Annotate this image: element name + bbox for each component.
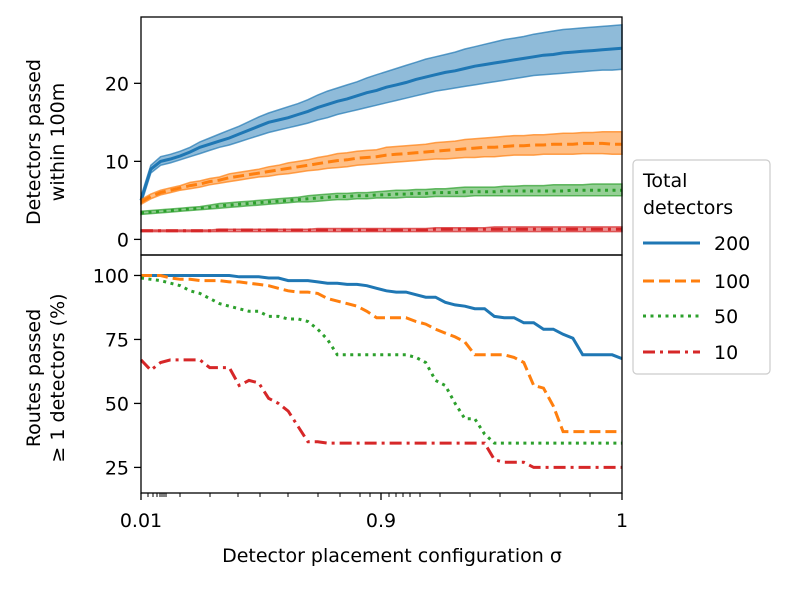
legend-title-line2: detectors xyxy=(643,197,733,219)
legend: Total detectors 200 100 50 10 xyxy=(632,159,771,375)
top-y-axis-title-line2: within 100m xyxy=(47,83,69,201)
top-band-50 xyxy=(140,183,623,216)
legend-label-100: 100 xyxy=(714,271,750,293)
bottom-line-50 xyxy=(140,276,622,445)
top-line-10 xyxy=(141,227,622,233)
top-y-tick-label: 0 xyxy=(117,229,129,251)
bottom-plot-area xyxy=(139,274,623,469)
bottom-y-tick-label: 25 xyxy=(105,457,129,479)
x-tick-label: 1 xyxy=(616,510,628,532)
top-y-axis: 0 10 20 xyxy=(105,73,141,251)
legend-label-200: 200 xyxy=(714,233,750,255)
bottom-y-axis-title-line2: ≥ 1 detectors (%) xyxy=(47,293,69,462)
top-line-200 xyxy=(139,46,623,201)
bottom-y-tick-label: 100 xyxy=(93,265,129,287)
top-y-tick-label: 20 xyxy=(105,73,129,95)
bottom-line-200 xyxy=(141,274,623,360)
x-axis-title: Detector placement configuration σ xyxy=(222,545,562,567)
x-tick-label: 0.9 xyxy=(366,510,396,532)
legend-title-line1: Total xyxy=(642,170,687,192)
legend-label-50: 50 xyxy=(714,306,738,328)
top-plot-area xyxy=(139,23,623,233)
bottom-y-tick-label: 50 xyxy=(105,393,129,415)
top-line-50 xyxy=(140,188,622,215)
x-tick-label: 0.01 xyxy=(120,510,162,532)
bottom-line-100 xyxy=(141,274,622,434)
x-axis: 0.01 0.9 1 xyxy=(120,493,628,532)
top-y-axis-title-line1: Detectors passed xyxy=(23,59,45,225)
legend-box xyxy=(632,159,771,375)
bottom-y-axis: 25 50 75 100 xyxy=(93,265,141,479)
bottom-line-10 xyxy=(139,358,622,469)
bottom-y-tick-label: 75 xyxy=(105,329,129,351)
bottom-y-axis-title-line1: Routes passed xyxy=(23,309,45,447)
top-line-100 xyxy=(140,141,622,204)
legend-label-10: 10 xyxy=(714,342,738,364)
top-y-tick-label: 10 xyxy=(105,151,129,173)
